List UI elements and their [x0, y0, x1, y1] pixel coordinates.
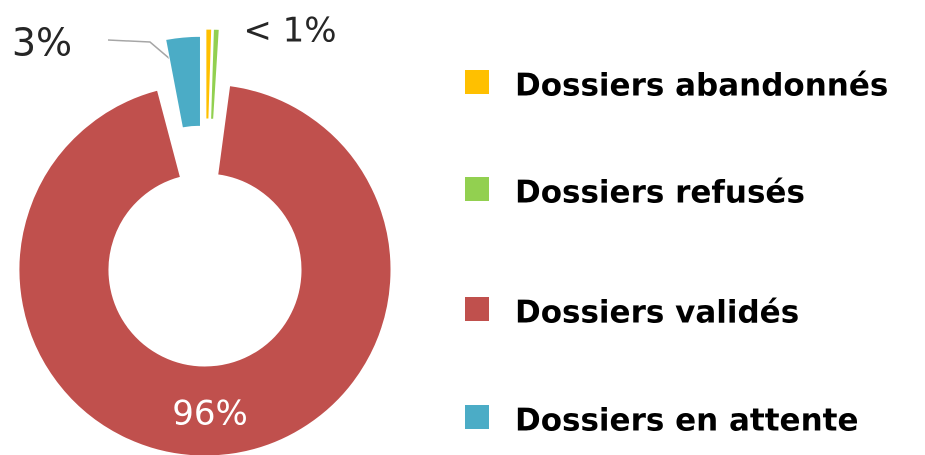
donut-slice	[18, 85, 392, 455]
data-label: 96%	[172, 394, 248, 434]
donut-slice	[210, 28, 220, 120]
legend-swatch	[465, 177, 489, 201]
donut-slice	[205, 28, 213, 120]
legend-label: Dossiers refusés	[515, 175, 805, 211]
legend-swatch	[465, 297, 489, 321]
data-label: < 1%	[243, 11, 336, 51]
data-label: 3%	[12, 21, 72, 65]
legend-swatch	[465, 405, 489, 429]
legend-label: Dossiers abandonnés	[515, 68, 888, 104]
legend-label: Dossiers en attente	[515, 403, 859, 439]
legend-label: Dossiers validés	[515, 295, 799, 331]
legend-swatch	[465, 70, 489, 94]
donut-slice	[165, 35, 201, 129]
